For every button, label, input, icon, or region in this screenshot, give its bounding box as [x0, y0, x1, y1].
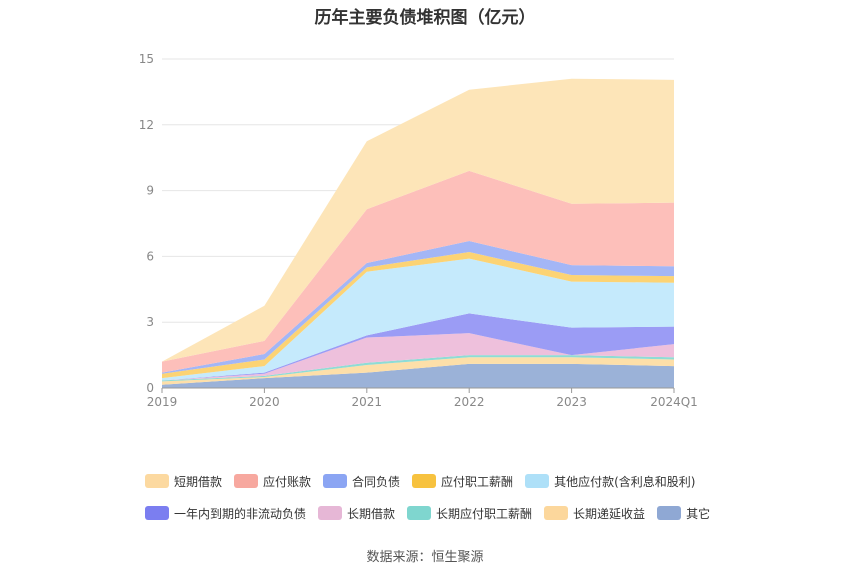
- legend-swatch: [145, 474, 169, 488]
- area-series-9: [162, 78, 674, 362]
- legend-item[interactable]: 长期应付职工薪酬: [407, 505, 532, 521]
- legend-swatch: [412, 474, 437, 488]
- x-tick-label: 2021: [352, 395, 383, 409]
- area-series-2: [162, 355, 674, 382]
- legend-swatch: [234, 474, 259, 488]
- legend-label: 一年内到期的非流动负债: [174, 506, 307, 521]
- legend-item[interactable]: 长期递延收益: [544, 505, 645, 521]
- x-tick-label: 2023: [556, 395, 587, 409]
- legend-label: 长期应付职工薪酬: [436, 506, 533, 521]
- area-series-3: [162, 333, 674, 381]
- chart-title: 历年主要负债堆积图（亿元）: [314, 8, 536, 28]
- legend-label: 长期借款: [347, 506, 396, 521]
- legend-swatch: [407, 506, 432, 520]
- legend-label: 应付职工薪酬: [441, 474, 514, 489]
- legend-label: 合同负债: [352, 474, 401, 489]
- legend-swatch: [657, 506, 682, 520]
- legend-label: 应付账款: [263, 474, 312, 489]
- y-tick-label: 6: [146, 249, 154, 263]
- area-series-5: [162, 258, 674, 381]
- y-tick-label: 9: [146, 184, 154, 198]
- legend-row-1: 短期借款 应付账款 合同负债 应付职工薪酬 其他应付款(含利息和股利): [145, 473, 745, 489]
- y-tick-label: 15: [139, 52, 154, 66]
- area-series: [162, 78, 674, 388]
- area-series-0: [162, 363, 674, 388]
- legend-item[interactable]: 短期借款: [145, 473, 222, 489]
- legend-row-2: 一年内到期的非流动负债 长期借款 长期应付职工薪酬 长期递延收益 其它: [145, 505, 745, 521]
- legend-swatch: [525, 474, 550, 488]
- x-tick-label: 2022: [454, 395, 485, 409]
- x-tick-label: 2019: [147, 395, 178, 409]
- source-note: 数据来源：恒生聚源: [366, 550, 484, 565]
- legend-swatch: [145, 506, 169, 520]
- legend-label: 长期递延收益: [573, 506, 646, 521]
- area-series-8: [162, 170, 674, 373]
- legend-item[interactable]: 一年内到期的非流动负债: [145, 505, 306, 521]
- y-tick-label: 12: [139, 118, 154, 132]
- axes: 0 3 6 9 12 15 2019 2020 2021 2022 2023 2024Q1: [139, 52, 698, 409]
- legend-label: 短期借款: [174, 474, 223, 489]
- legend-label: 其它: [686, 506, 711, 521]
- legend-item[interactable]: 应付职工薪酬: [412, 473, 513, 489]
- area-series-1: [162, 357, 674, 385]
- legend: 短期借款 应付账款 合同负债 应付职工薪酬 其他应付款(含利息和股利) 一年内到期的非流…: [145, 473, 745, 537]
- legend-item[interactable]: 其它: [657, 505, 710, 521]
- legend-item[interactable]: 合同负债: [323, 473, 400, 489]
- x-tick-label: 2024Q1: [650, 395, 698, 409]
- legend-item[interactable]: 其他应付款(含利息和股利): [525, 473, 695, 489]
- legend-label: 其他应付款(含利息和股利): [554, 474, 696, 489]
- legend-swatch: [544, 506, 569, 520]
- y-tick-label: 0: [146, 381, 154, 395]
- legend-item[interactable]: 应付账款: [234, 473, 311, 489]
- legend-item[interactable]: 长期借款: [318, 505, 395, 521]
- area-series-4: [162, 313, 674, 381]
- x-tick-label: 2020: [249, 395, 280, 409]
- legend-swatch: [318, 506, 343, 520]
- legend-swatch: [323, 474, 348, 488]
- y-tick-label: 3: [146, 315, 154, 329]
